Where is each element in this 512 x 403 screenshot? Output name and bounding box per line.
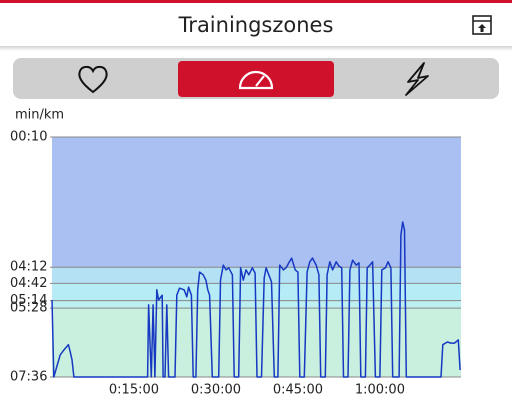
zone-band	[52, 300, 461, 309]
x-tick-label: 1:00:00	[355, 383, 405, 398]
zone-band	[52, 137, 461, 268]
tab-power[interactable]	[405, 62, 429, 96]
pace-line	[51, 221, 461, 378]
y-tick-label: 05:14	[10, 293, 47, 308]
status-accent	[0, 0, 512, 3]
header-title: Trainingszones	[178, 13, 334, 37]
y-tick-label: 05:28	[10, 301, 47, 316]
x-tick-label: 0:15:00	[109, 383, 159, 398]
y-tick-label: 00:10	[10, 130, 47, 145]
x-tick-label: 0:30:00	[191, 383, 241, 398]
tab-pace[interactable]	[178, 61, 334, 97]
y-tick-label: 07:36	[10, 370, 47, 385]
y-tick-label: 04:42	[10, 276, 47, 291]
x-tick-label: 0:45:00	[273, 383, 323, 398]
export-button[interactable]	[472, 15, 492, 35]
y-axis-label: min/km	[15, 108, 64, 123]
header-shadow	[0, 46, 512, 51]
tab-heart[interactable]	[78, 65, 108, 94]
y-tick-label: 04:12	[10, 260, 47, 275]
